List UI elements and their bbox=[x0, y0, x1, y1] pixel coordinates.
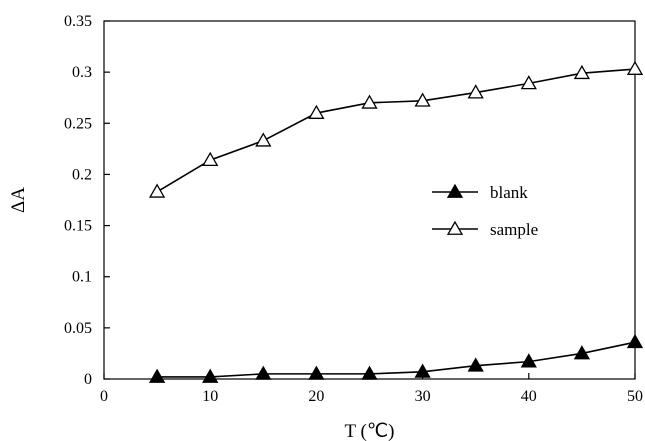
x-tick-label: 40 bbox=[521, 388, 537, 405]
series-blank bbox=[148, 333, 644, 383]
legend-marker bbox=[446, 183, 464, 198]
legend-item-blank: blank bbox=[432, 183, 528, 202]
x-axis-title: T (℃) bbox=[344, 421, 394, 441]
blank-point bbox=[148, 368, 166, 383]
blank-point bbox=[626, 333, 644, 349]
blank-point bbox=[308, 365, 325, 380]
sample-point bbox=[202, 151, 219, 167]
blank-point bbox=[573, 345, 591, 360]
sample-point bbox=[361, 94, 378, 109]
blank-point bbox=[202, 368, 219, 383]
y-tick-label: 0.15 bbox=[64, 218, 92, 235]
plot-area bbox=[103, 20, 636, 380]
legend-marker bbox=[446, 220, 464, 235]
x-axis-ticks: 0 10 20 30 40 50 bbox=[100, 373, 643, 405]
blank-point bbox=[520, 353, 537, 368]
sample-point bbox=[573, 64, 591, 80]
sample-point bbox=[148, 183, 166, 198]
x-tick-label: 50 bbox=[627, 388, 643, 405]
y-tick-label: 0 bbox=[84, 371, 92, 388]
y-tick-label: 0.25 bbox=[64, 115, 92, 132]
x-tick-label: 20 bbox=[308, 388, 324, 405]
sample-line bbox=[156, 68, 636, 193]
blank-point bbox=[414, 363, 431, 378]
series-sample bbox=[148, 60, 644, 198]
sample-point bbox=[308, 104, 325, 119]
y-tick-label: 0.35 bbox=[64, 13, 92, 30]
y-tick-label: 0.05 bbox=[64, 320, 92, 337]
y-axis-title: ΔA bbox=[8, 187, 29, 213]
blank-line bbox=[157, 341, 636, 378]
sample-point bbox=[414, 92, 431, 107]
y-tick-label: 0.2 bbox=[72, 166, 92, 183]
x-tick-label: 0 bbox=[100, 388, 108, 405]
series-layer bbox=[148, 60, 644, 383]
blank-point bbox=[255, 365, 272, 380]
legend-label: blank bbox=[490, 183, 528, 202]
y-axis-ticks: 0 0.05 0.1 0.15 0.2 0.25 0.3 0.35 bbox=[64, 13, 110, 388]
blank-point bbox=[361, 365, 378, 380]
legend-label: sample bbox=[490, 220, 538, 239]
y-tick-label: 0.1 bbox=[72, 269, 92, 286]
y-tick-label: 0.3 bbox=[72, 64, 92, 81]
sample-point bbox=[626, 60, 644, 75]
sample-point bbox=[255, 132, 272, 147]
blank-point bbox=[467, 357, 484, 372]
legend: blank sample bbox=[432, 183, 538, 239]
sample-point bbox=[520, 75, 537, 90]
x-tick-label: 30 bbox=[415, 388, 431, 405]
x-tick-label: 10 bbox=[202, 388, 218, 405]
legend-item-sample: sample bbox=[432, 220, 538, 239]
sample-point bbox=[467, 84, 484, 99]
